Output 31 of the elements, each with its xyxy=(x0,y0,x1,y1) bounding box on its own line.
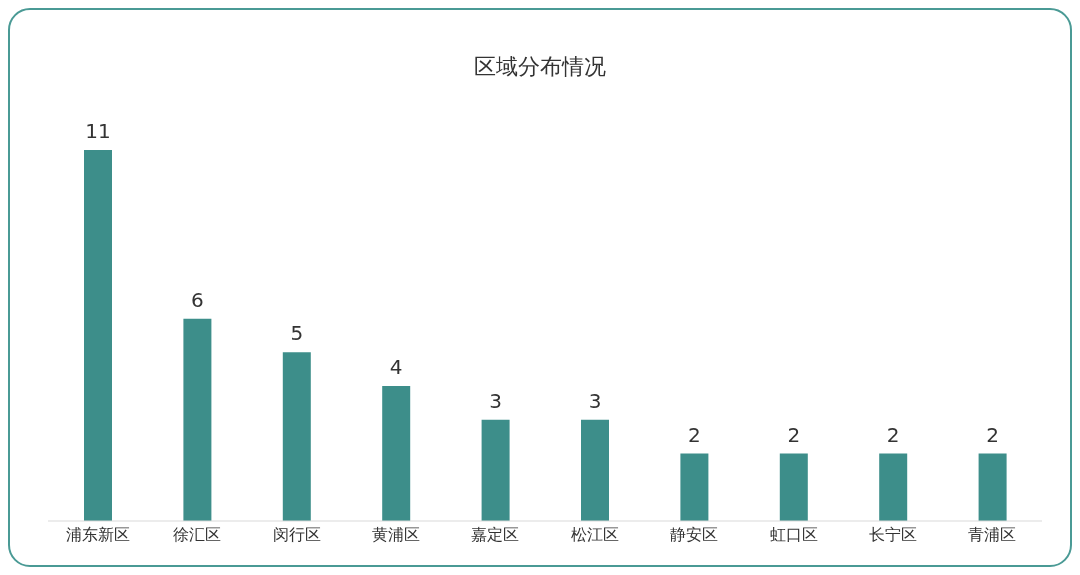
x-tick-label: 嘉定区 xyxy=(471,525,520,545)
bar xyxy=(779,453,808,521)
bar xyxy=(382,386,411,521)
bar xyxy=(183,318,212,521)
x-tick-label: 闵行区 xyxy=(272,525,321,545)
data-label: 5 xyxy=(290,321,304,346)
x-tick-label: 静安区 xyxy=(670,525,719,545)
data-label: 3 xyxy=(588,388,602,413)
data-label: 2 xyxy=(986,422,999,447)
x-tick-label: 松江区 xyxy=(570,525,619,545)
data-label: 2 xyxy=(787,422,801,447)
data-label: 3 xyxy=(489,388,502,413)
x-tick-label: 浦东新区 xyxy=(65,525,130,545)
x-tick-label: 青浦区 xyxy=(968,525,1017,545)
bar xyxy=(282,352,311,521)
data-label: 2 xyxy=(886,422,900,447)
bar xyxy=(680,453,709,521)
x-tick-label: 徐汇区 xyxy=(173,525,222,545)
chart-title: 区域分布情况 xyxy=(473,53,607,81)
bar xyxy=(581,419,609,521)
bar xyxy=(84,150,112,521)
x-tick-label: 黄浦区 xyxy=(371,525,420,545)
bar xyxy=(481,419,510,521)
bar xyxy=(978,453,1007,521)
x-tick-label: 虹口区 xyxy=(769,525,818,545)
data-label: 11 xyxy=(85,119,111,143)
x-tick-label: 长宁区 xyxy=(868,525,917,545)
data-label: 6 xyxy=(191,287,204,312)
data-label: 2 xyxy=(688,422,701,447)
data-label: 4 xyxy=(389,355,403,380)
bar xyxy=(879,453,908,521)
